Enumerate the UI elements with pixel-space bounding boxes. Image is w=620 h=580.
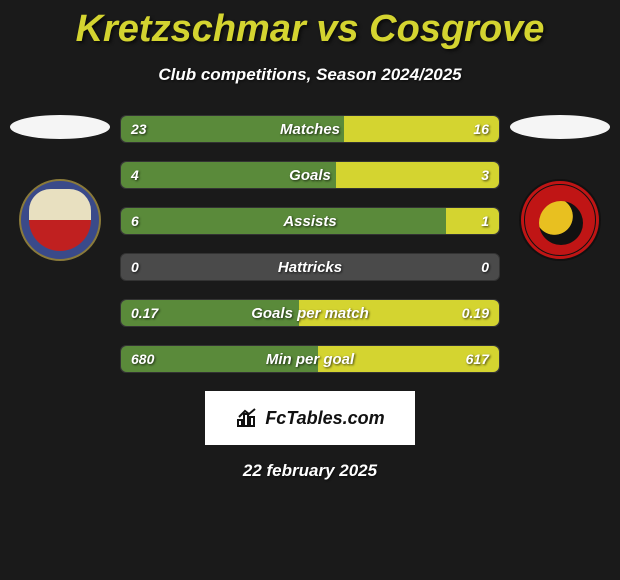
footer-date: 22 february 2025 (0, 461, 620, 481)
stat-value-right: 1 (481, 213, 489, 229)
stat-label: Assists (283, 213, 336, 230)
stat-value-left: 23 (131, 121, 147, 137)
stat-value-left: 680 (131, 351, 154, 367)
stat-row: 6 Assists 1 (120, 207, 500, 235)
stat-label: Min per goal (266, 351, 354, 368)
left-column (0, 115, 120, 373)
stat-bars: 23 Matches 16 4 Goals 3 6 Assists 1 0 Hattricks 0 0.… (120, 115, 500, 373)
comparison-title: Kretzschmar vs Cosgrove (0, 0, 620, 51)
stat-value-left: 6 (131, 213, 139, 229)
stat-value-left: 0.17 (131, 305, 158, 321)
stat-value-right: 16 (473, 121, 489, 137)
club-crest-left (19, 179, 101, 261)
stat-value-left: 0 (131, 259, 139, 275)
chart-icon (235, 406, 259, 430)
stat-value-right: 3 (481, 167, 489, 183)
right-column (500, 115, 620, 373)
stat-label: Matches (280, 121, 340, 138)
stat-label: Goals per match (251, 305, 369, 322)
comparison-body: 23 Matches 16 4 Goals 3 6 Assists 1 0 Hattricks 0 0.… (0, 115, 620, 373)
stat-fill-right (446, 208, 499, 234)
stat-row: 0 Hattricks 0 (120, 253, 500, 281)
stat-row: 23 Matches 16 (120, 115, 500, 143)
stat-row: 4 Goals 3 (120, 161, 500, 189)
brand-text: FcTables.com (265, 408, 384, 429)
stat-value-right: 0 (481, 259, 489, 275)
stat-row: 0.17 Goals per match 0.19 (120, 299, 500, 327)
stat-row: 680 Min per goal 617 (120, 345, 500, 373)
club-crest-right (519, 179, 601, 261)
player-name-left-pill (10, 115, 110, 139)
stat-value-right: 617 (466, 351, 489, 367)
comparison-subtitle: Club competitions, Season 2024/2025 (0, 65, 620, 85)
stat-label: Hattricks (278, 259, 342, 276)
stat-value-right: 0.19 (462, 305, 489, 321)
stat-label: Goals (289, 167, 331, 184)
stat-fill-right (336, 162, 499, 188)
player-name-right-pill (510, 115, 610, 139)
brand-badge: FcTables.com (205, 391, 415, 445)
stat-value-left: 4 (131, 167, 139, 183)
